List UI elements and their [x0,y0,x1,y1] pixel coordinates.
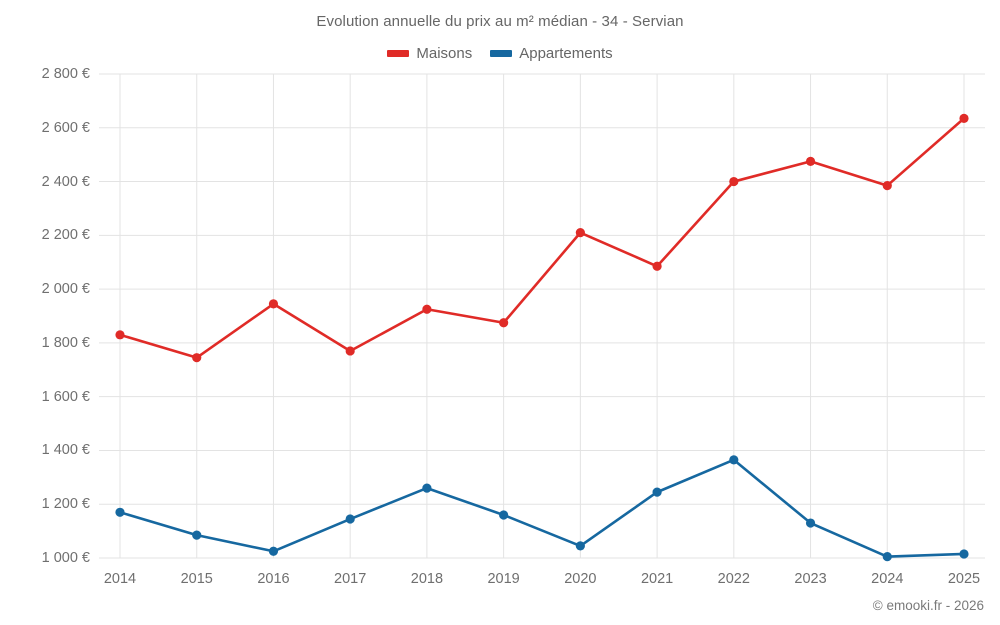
data-point-appartements-2024[interactable] [882,552,892,562]
x-axis-tick-label: 2024 [871,571,904,587]
data-point-appartements-2015[interactable] [192,530,202,540]
data-point-appartements-2023[interactable] [805,518,816,528]
legend-item-maisons[interactable]: Maisons [387,45,472,62]
y-axis-tick-label: 1 600 € [41,388,90,405]
data-point-appartements-2018[interactable] [422,483,432,493]
data-point-appartements-2025[interactable] [959,549,969,559]
data-point-maisons-2015[interactable] [192,353,202,363]
legend-label-maisons: Maisons [416,45,473,62]
data-point-appartements-2019[interactable] [499,510,509,520]
legend-label-appartements: Appartements [519,45,613,62]
data-point-maisons-2023[interactable] [805,156,816,166]
x-axis-tick-label: 2023 [794,571,827,587]
series-line-appartements [118,458,966,558]
data-point-maisons-2025[interactable] [959,113,969,123]
data-point-appartements-2020[interactable] [575,541,585,551]
data-point-appartements-2016[interactable] [268,546,279,556]
x-axis-tick-label: 2015 [180,571,213,587]
x-axis-tick-label: 2016 [257,571,290,587]
data-point-maisons-2016[interactable] [268,299,279,309]
y-axis-tick-label: 1 800 € [41,334,90,351]
x-axis-tick-label: 2022 [717,571,750,587]
y-axis-tick-label: 2 200 € [41,227,90,244]
x-axis-tick-label: 2017 [334,571,367,587]
y-axis-tick-label: 1 200 € [41,496,90,513]
data-point-appartements-2017[interactable] [345,514,355,524]
x-axis-tick-label: 2019 [487,571,520,587]
y-axis-tick-label: 1 400 € [41,442,90,459]
data-point-appartements-2014[interactable] [115,507,125,517]
data-point-maisons-2019[interactable] [499,318,509,328]
data-point-maisons-2022[interactable] [729,176,739,187]
data-point-maisons-2021[interactable] [652,261,662,271]
legend-swatch-maisons [387,50,410,57]
data-point-maisons-2024[interactable] [882,180,892,191]
chart-legend: Maisons Appartements [0,45,1000,62]
y-axis-tick-label: 2 800 € [41,66,90,82]
legend-item-appartements[interactable]: Appartements [490,45,613,62]
x-axis-tick-label: 2025 [947,571,981,587]
y-axis-tick-label: 2 600 € [41,119,90,136]
data-point-maisons-2014[interactable] [115,330,125,340]
y-axis-tick-label: 2 400 € [41,173,90,190]
data-point-maisons-2017[interactable] [345,346,355,356]
x-axis-tick-label: 2014 [103,571,137,587]
chart-title: Evolution annuelle du prix au m² médian … [316,13,684,30]
x-axis-tick-label: 2020 [564,571,597,587]
credit-text: © emooki.fr - 2026 [872,598,984,613]
data-point-maisons-2018[interactable] [422,304,432,314]
data-point-appartements-2021[interactable] [652,487,662,497]
data-point-appartements-2022[interactable] [729,455,739,465]
x-axis-tick-label: 2021 [640,571,674,587]
legend-swatch-appartements [490,50,513,57]
data-point-maisons-2020[interactable] [575,228,585,238]
series-line-maisons [118,117,966,359]
x-axis-tick-label: 2018 [410,571,444,587]
y-axis-tick-label: 2 000 € [41,281,90,298]
y-axis-tick-label: 1 000 € [41,550,90,566]
